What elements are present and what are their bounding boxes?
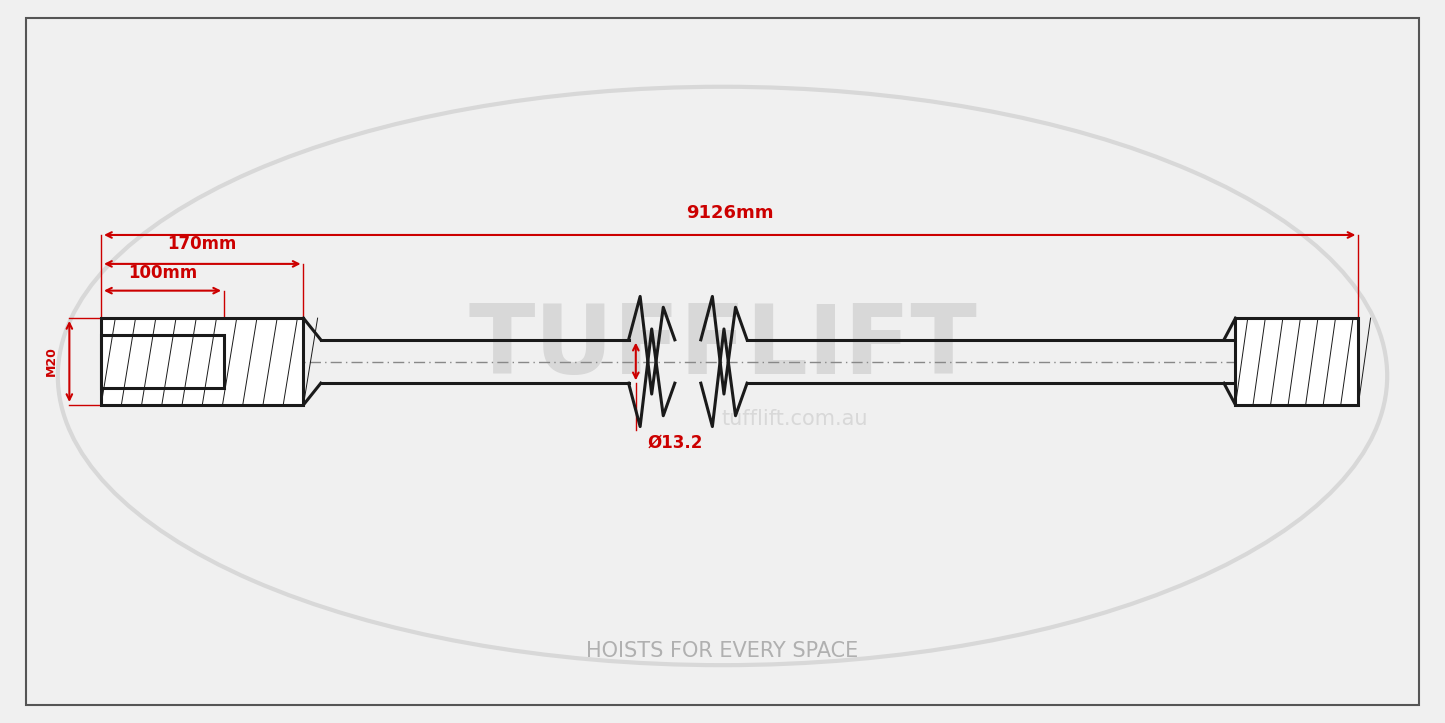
- Bar: [101, 318, 303, 405]
- Text: M20: M20: [45, 346, 58, 377]
- Text: 170mm: 170mm: [168, 235, 237, 253]
- Text: tufflift.com.au: tufflift.com.au: [721, 409, 868, 429]
- Text: TUFFLIFT: TUFFLIFT: [468, 301, 977, 393]
- Bar: [1235, 318, 1358, 405]
- Text: HOISTS FOR EVERY SPACE: HOISTS FOR EVERY SPACE: [587, 641, 858, 661]
- Text: Ø13.2: Ø13.2: [647, 434, 702, 452]
- Text: 9126mm: 9126mm: [686, 204, 773, 222]
- Text: 100mm: 100mm: [129, 264, 197, 282]
- Bar: [101, 335, 224, 388]
